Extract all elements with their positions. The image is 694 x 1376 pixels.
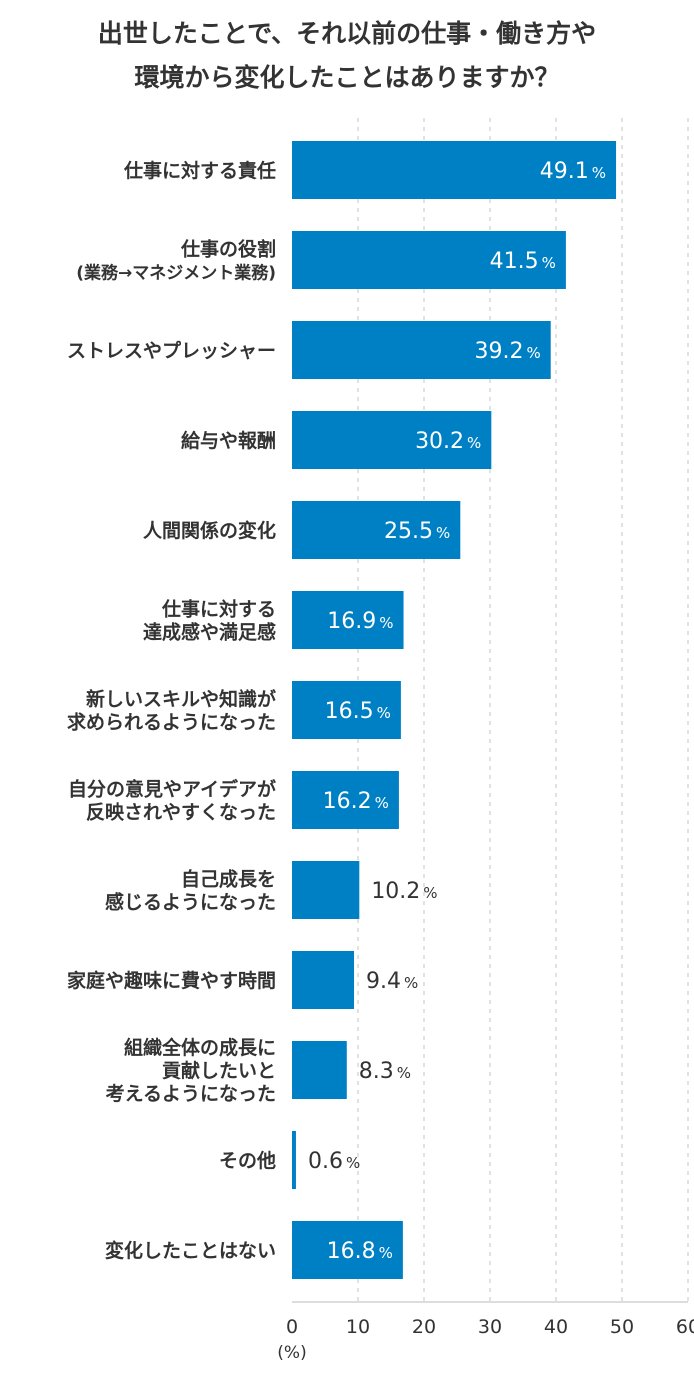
chart-title: 出世したことで、それ以前の仕事・働き方や 環境から変化したことはありますか？ xyxy=(0,12,694,100)
bar xyxy=(292,141,617,199)
x-tick-label: 40 xyxy=(544,1316,568,1338)
value-label: 0.6% xyxy=(308,1149,360,1174)
category-label: 仕事に対する責任 xyxy=(123,159,276,182)
value-label: 49.1% xyxy=(540,159,606,184)
bar xyxy=(292,501,461,559)
x-tick-label: 50 xyxy=(610,1316,634,1338)
x-axis-label: (%) xyxy=(277,1343,306,1363)
value-label: 9.4% xyxy=(366,969,418,994)
x-tick-label: 30 xyxy=(478,1316,502,1338)
value-label: 8.3% xyxy=(359,1059,411,1084)
category-label: 自己成長を xyxy=(181,868,276,891)
category-label: 人間関係の変化 xyxy=(143,519,276,542)
category-label: 仕事の役割 xyxy=(180,238,276,261)
x-tick-label: 60 xyxy=(676,1316,694,1338)
category-label: 達成感や満足感 xyxy=(143,621,276,644)
category-label: 仕事に対する xyxy=(161,598,276,621)
value-label: 16.8% xyxy=(327,1239,393,1264)
bar xyxy=(292,1131,296,1189)
bar xyxy=(292,861,360,919)
bar xyxy=(292,591,404,649)
value-label: 25.5% xyxy=(384,519,450,544)
value-label: 39.2% xyxy=(474,339,540,364)
bar xyxy=(292,681,401,739)
category-label: (業務→マネジメント業務) xyxy=(76,263,276,284)
value-label: 30.2% xyxy=(415,429,481,454)
category-label: 考えるようになった xyxy=(106,1083,276,1105)
category-label: 変化したことはない xyxy=(105,1239,276,1262)
category-label: ストレスやプレッシャー xyxy=(67,339,276,362)
category-label: 新しいスキルや知識が xyxy=(86,688,276,711)
category-label: その他 xyxy=(219,1149,276,1172)
category-label: 求められるようになった xyxy=(67,711,276,734)
x-tick-label: 10 xyxy=(346,1316,370,1338)
value-label: 16.2% xyxy=(323,789,389,814)
bar xyxy=(292,321,551,379)
category-label: 組織全体の成長に xyxy=(124,1036,276,1059)
category-label: 自分の意見やアイデアが xyxy=(68,778,276,801)
category-label: 感じるようになった xyxy=(105,891,276,914)
chart-title-line-2: 環境から変化したことはありますか？ xyxy=(134,63,560,92)
category-label: 貢献したいと xyxy=(162,1060,276,1082)
bar xyxy=(292,1221,403,1279)
category-label: 給与や報酬 xyxy=(181,429,276,452)
category-label: 家庭や趣味に費やす時間 xyxy=(67,969,276,992)
value-label: 16.9% xyxy=(327,609,393,634)
value-label: 16.5% xyxy=(325,699,391,724)
category-label: 反映されやすくなった xyxy=(86,802,276,824)
bar xyxy=(292,411,492,469)
value-label: 10.2% xyxy=(371,879,437,904)
value-label: 41.5% xyxy=(490,249,556,274)
x-tick-label: 20 xyxy=(412,1316,436,1338)
bar xyxy=(292,951,355,1009)
bar xyxy=(292,1041,347,1099)
bar xyxy=(292,771,399,829)
bar xyxy=(292,231,566,289)
chart-title-line-1: 出世したことで、それ以前の仕事・働き方や xyxy=(97,19,597,48)
x-tick-label: 0 xyxy=(286,1316,298,1338)
